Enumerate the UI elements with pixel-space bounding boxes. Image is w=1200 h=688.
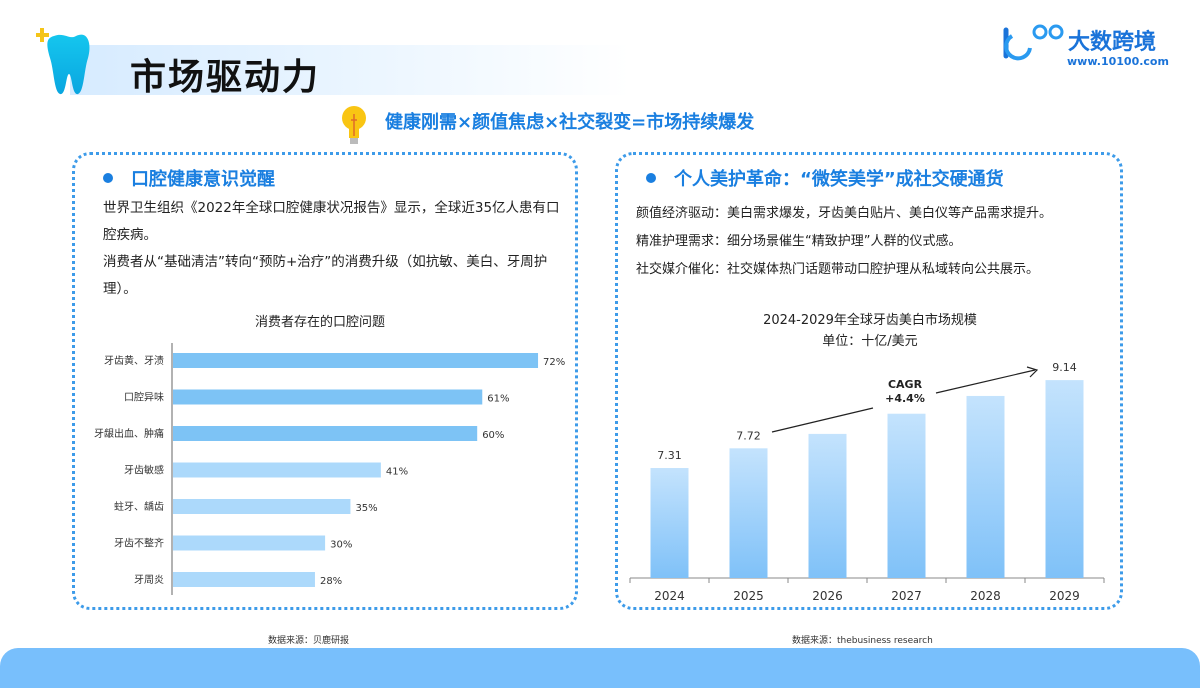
trend-arrow [771,407,874,433]
bar [173,499,351,514]
bar [808,433,847,578]
headline-formula: 健康刚需×颜值焦虑×社交裂变=市场持续爆发 [385,112,755,133]
logo-text: 大数跨境 [1068,30,1157,55]
bullet-icon [103,173,113,183]
bar [173,462,381,478]
page-title: 市场驱动力 [130,57,321,98]
category-label: 2026 [812,589,843,603]
card-heading: 个人美护革命：“微笑美学”成社交硬通货 [674,169,1004,190]
title-band [70,45,630,95]
data-label: 61% [487,394,509,405]
chart-title: 消费者存在的口腔问题 [254,315,385,330]
category-label: 牙龈出血、肿痛 [94,427,164,440]
data-label: 72% [543,357,565,368]
trend-arrow [935,369,1036,394]
beauty-care-card: 个人美护革命：“微笑美学”成社交硬通货 颜值经济驱动：美白需求爆发，牙齿美白贴片… [615,152,1123,610]
oral-problems-chart: 牙齿黄、牙渍 72% 口腔异味 61% 牙龈出血、肿痛 60% 牙齿敏感 41% 蛀牙、龋齿 35… [94,343,565,595]
source-note: 数据来源：thebusiness research [792,636,933,646]
category-label: 2024 [654,589,685,603]
bar [1045,380,1084,578]
data-label: 60% [482,430,504,441]
paragraph: 世界卫生组织《2022年全球口腔健康状况报告》显示，全球近35亿人患有口腔疾病。 [103,200,560,243]
source-note: 数据来源：贝鹿研报 [268,636,350,646]
category-label: 牙周炎 [134,574,164,586]
data-label: 9.14 [1052,361,1077,374]
paragraph: 消费者从“基础清洁”转向“预防+治疗”的消费升级（如抗敏、美白、牙周护理）。 [103,254,548,297]
bar [887,413,926,578]
data-label: 30% [330,540,352,551]
bar [650,468,689,578]
bar [173,389,483,405]
bar [173,426,478,441]
bar [729,448,768,578]
chart-title-text: 2024-2029年全球牙齿美白市场规模 [763,313,977,328]
data-label: 28% [320,576,342,587]
bullet-icon [646,173,656,183]
category-label: 牙齿不整齐 [114,537,164,550]
footer-band [0,648,1200,688]
data-label: 7.31 [657,449,682,462]
category-label: 2028 [970,589,1001,603]
category-label: 口腔异味 [124,391,164,404]
text-line: 颜值经济驱动：美白需求爆发，牙齿美白贴片、美白仪等产品需求提升。 [636,206,1053,221]
bar [173,535,326,551]
whitening-market-chart: 7.31 2024 7.72 2025 2026 2027 2028 9.14 2029 CAGR… [629,361,1105,603]
data-label: 7.72 [736,429,761,442]
data-label: 41% [386,467,408,478]
bar [966,395,1005,578]
bar [173,572,315,587]
oral-health-card: 口腔健康意识觉醒 世界卫生组织《2022年全球口腔健康状况报告》显示，全球近35… [72,152,578,610]
text-line: 精准护理需求：细分场景催生“精致护理”人群的仪式感。 [636,234,962,249]
card-heading: 口腔健康意识觉醒 [131,169,275,190]
category-label: 牙齿黄、牙渍 [104,354,164,367]
logo-icon [1003,24,1064,61]
logo-url: www.10100.com [1067,55,1169,68]
arrow-head-icon [1026,366,1039,378]
text-line: 社交媒介催化：社交媒体热门话题带动口腔护理从私域转向公共展示。 [636,262,1040,277]
category-label: 2025 [733,589,764,603]
bar [173,353,539,368]
chart-unit: 单位：十亿/美元 [822,334,918,349]
category-label: 牙齿敏感 [124,464,164,477]
tooth-icon [36,28,90,95]
category-label: 蛀牙、龋齿 [114,500,164,513]
cagr-value: +4.4% [885,392,925,405]
lightbulb-icon [342,106,366,144]
chart-title: 2024-2029年全球牙齿美白市场规模 单位：十亿/美元 [720,310,1020,352]
data-label: 35% [355,503,377,514]
category-label: 2029 [1049,589,1080,603]
category-label: 2027 [891,589,922,603]
cagr-label: CAGR [888,378,923,391]
